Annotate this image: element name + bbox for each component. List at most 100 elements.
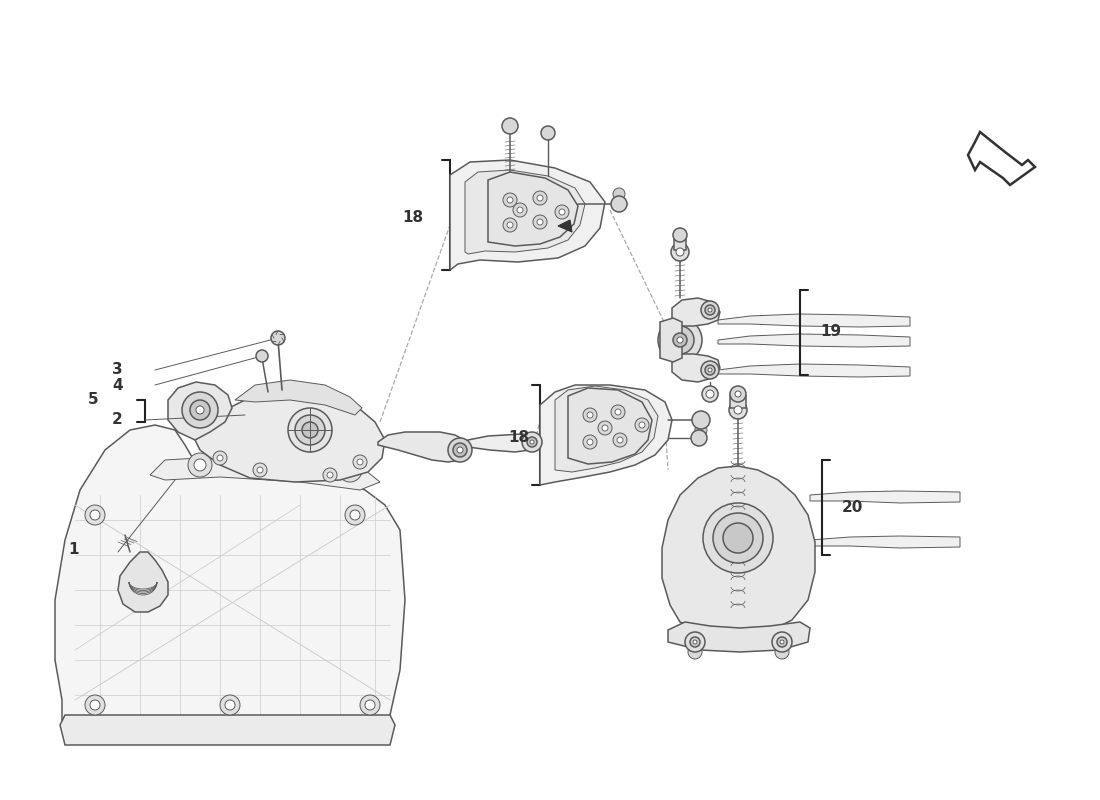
- Circle shape: [338, 458, 362, 482]
- Circle shape: [85, 505, 104, 525]
- Circle shape: [534, 215, 547, 229]
- Circle shape: [690, 637, 700, 647]
- Circle shape: [288, 408, 332, 452]
- Circle shape: [772, 632, 792, 652]
- Polygon shape: [668, 622, 810, 652]
- Circle shape: [213, 451, 227, 465]
- Circle shape: [456, 447, 463, 453]
- Circle shape: [522, 432, 542, 452]
- Polygon shape: [968, 132, 1035, 185]
- Circle shape: [350, 510, 360, 520]
- Circle shape: [701, 361, 719, 379]
- Circle shape: [556, 205, 569, 219]
- Circle shape: [530, 440, 533, 444]
- Circle shape: [302, 422, 318, 438]
- Circle shape: [708, 368, 712, 372]
- Circle shape: [776, 645, 789, 659]
- Circle shape: [278, 451, 303, 475]
- Text: 5: 5: [88, 393, 99, 407]
- Circle shape: [666, 326, 694, 354]
- Circle shape: [639, 422, 645, 428]
- Polygon shape: [60, 715, 395, 745]
- Polygon shape: [55, 425, 405, 732]
- Polygon shape: [540, 385, 672, 485]
- Polygon shape: [672, 354, 721, 382]
- Text: 18: 18: [508, 430, 529, 446]
- Text: 18: 18: [402, 210, 424, 226]
- Circle shape: [353, 455, 367, 469]
- Circle shape: [615, 409, 622, 415]
- Circle shape: [295, 415, 324, 445]
- Circle shape: [587, 439, 593, 445]
- Circle shape: [253, 463, 267, 477]
- Circle shape: [502, 118, 518, 134]
- Circle shape: [194, 459, 206, 471]
- Circle shape: [708, 308, 712, 312]
- Circle shape: [635, 418, 649, 432]
- Circle shape: [365, 700, 375, 710]
- Circle shape: [541, 126, 556, 140]
- Circle shape: [729, 401, 747, 419]
- Circle shape: [735, 391, 741, 397]
- Text: 4: 4: [112, 378, 122, 393]
- Circle shape: [257, 467, 263, 473]
- Circle shape: [701, 301, 719, 319]
- Circle shape: [507, 222, 513, 228]
- Polygon shape: [118, 552, 168, 612]
- Polygon shape: [568, 388, 652, 464]
- Polygon shape: [556, 386, 658, 472]
- Circle shape: [345, 505, 365, 525]
- Polygon shape: [660, 318, 682, 362]
- Circle shape: [713, 513, 763, 563]
- Circle shape: [358, 459, 363, 465]
- Circle shape: [344, 464, 356, 476]
- Circle shape: [323, 468, 337, 482]
- Circle shape: [777, 637, 786, 647]
- Polygon shape: [195, 392, 385, 482]
- Circle shape: [196, 406, 204, 414]
- Circle shape: [703, 503, 773, 573]
- Text: 2: 2: [112, 413, 123, 427]
- Polygon shape: [465, 170, 585, 254]
- Circle shape: [693, 640, 697, 644]
- Circle shape: [534, 191, 547, 205]
- Circle shape: [673, 228, 688, 242]
- Circle shape: [734, 406, 742, 414]
- Circle shape: [503, 218, 517, 232]
- Polygon shape: [662, 466, 815, 635]
- Circle shape: [610, 405, 625, 419]
- Circle shape: [705, 365, 715, 375]
- Circle shape: [453, 443, 468, 457]
- Circle shape: [559, 209, 565, 215]
- Circle shape: [517, 207, 522, 213]
- Circle shape: [527, 437, 537, 447]
- Circle shape: [126, 566, 160, 598]
- Polygon shape: [468, 434, 538, 452]
- Polygon shape: [488, 172, 578, 246]
- Polygon shape: [810, 491, 960, 503]
- Polygon shape: [168, 382, 232, 440]
- Circle shape: [513, 203, 527, 217]
- Text: 20: 20: [842, 501, 864, 515]
- Circle shape: [598, 421, 612, 435]
- Circle shape: [613, 188, 625, 200]
- Polygon shape: [718, 334, 910, 347]
- Circle shape: [284, 457, 296, 469]
- Circle shape: [602, 425, 608, 431]
- Circle shape: [730, 386, 746, 402]
- Polygon shape: [150, 455, 380, 490]
- Circle shape: [610, 196, 627, 212]
- Circle shape: [617, 437, 623, 443]
- Circle shape: [706, 390, 714, 398]
- Polygon shape: [558, 220, 572, 232]
- Circle shape: [676, 337, 683, 343]
- Polygon shape: [674, 238, 686, 250]
- Circle shape: [583, 435, 597, 449]
- Circle shape: [360, 695, 379, 715]
- Circle shape: [188, 453, 212, 477]
- Circle shape: [658, 318, 702, 362]
- Polygon shape: [718, 314, 910, 327]
- Circle shape: [723, 523, 754, 553]
- Circle shape: [220, 695, 240, 715]
- Circle shape: [685, 632, 705, 652]
